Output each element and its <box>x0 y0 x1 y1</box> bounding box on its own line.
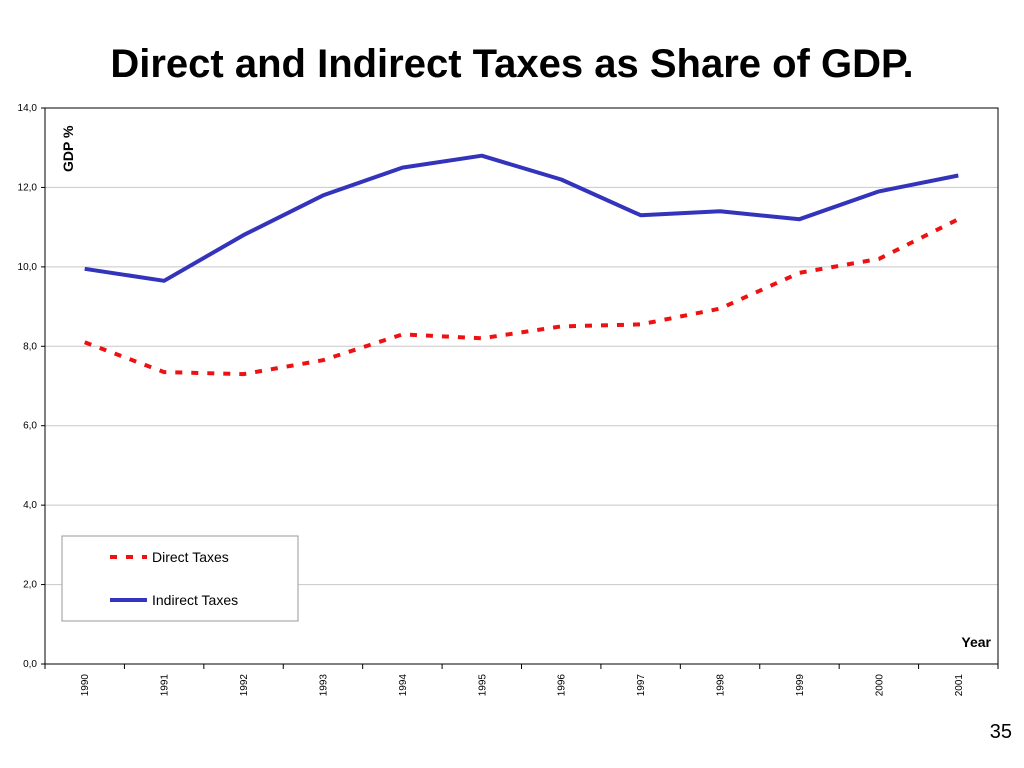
series-line-indirect-taxes <box>84 153 959 283</box>
x-tick-label: 1997 <box>636 674 647 697</box>
legend-label-direct-taxes: Direct Taxes <box>152 549 229 565</box>
y-tick-label: 6,0 <box>23 421 37 432</box>
y-tick-label: 10,0 <box>18 262 38 273</box>
page-number: 35 <box>989 721 1012 743</box>
gridlines <box>45 186 998 586</box>
y-tick-label: 12,0 <box>18 182 38 193</box>
x-axis-ticks: 1990 1991 1992 1993 1994 1995 1996 1997 1998 1999… <box>44 664 999 697</box>
y-tick-label: 4,0 <box>23 500 37 511</box>
y-tick-label: 2,0 <box>23 580 37 591</box>
x-tick-label: 1990 <box>80 674 91 697</box>
y-tick-label: 14,0 <box>18 103 38 114</box>
y-tick-label: 8,0 <box>23 341 37 352</box>
x-tick-label: 2001 <box>954 674 965 697</box>
legend-box <box>61 535 299 622</box>
x-tick-label: 1992 <box>239 674 250 697</box>
legend: Direct Taxes Indirect Taxes <box>61 535 299 622</box>
y-tick-label: 0,0 <box>23 659 37 670</box>
x-tick-label: 1999 <box>795 674 806 697</box>
x-tick-label: 1996 <box>557 674 568 697</box>
legend-label-indirect-taxes: Indirect Taxes <box>152 592 238 608</box>
slide-title: Direct and Indirect Taxes as Share of GD… <box>110 42 914 86</box>
series-lines <box>83 153 960 377</box>
x-tick-label: 1998 <box>716 674 727 697</box>
x-tick-label: 1995 <box>477 674 488 697</box>
x-tick-label: 1994 <box>398 674 409 697</box>
x-tick-label: 2000 <box>874 674 885 697</box>
y-axis-ticks: 0,0 2,0 4,0 6,0 8,0 10,0 12,0 14,0 <box>18 103 45 670</box>
x-tick-label: 1993 <box>318 674 329 697</box>
x-tick-label: 1991 <box>160 674 171 697</box>
series-line-direct-taxes <box>83 217 960 377</box>
x-axis-title: Year <box>961 634 991 650</box>
y-axis-title: GDP % <box>60 125 76 172</box>
